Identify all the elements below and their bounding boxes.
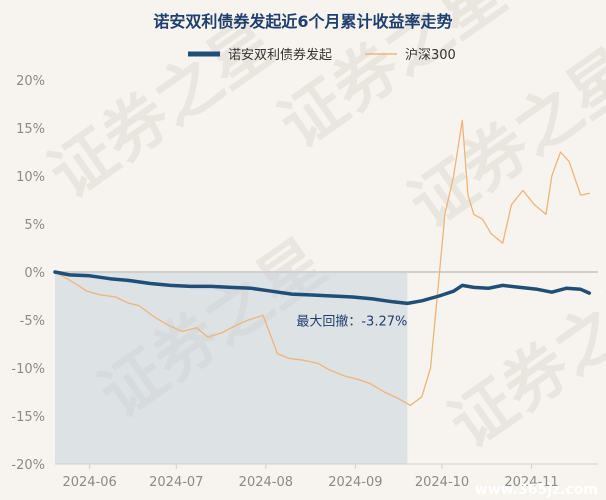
x-tick-label: 2024-11 (504, 475, 558, 490)
y-tick-label: -15% (11, 410, 45, 425)
y-tick-label: 0% (24, 266, 45, 281)
site-watermark: www.365jz.com (475, 482, 598, 498)
x-tick-label: 2024-07 (149, 475, 203, 490)
y-tick-label: -20% (11, 458, 45, 473)
y-tick-label: -5% (20, 314, 45, 329)
drawdown-area (55, 272, 408, 464)
y-tick-label: 5% (24, 218, 45, 233)
series-line-fund (53, 270, 592, 306)
drawdown-label: 最大回撤：-3.27% (296, 313, 407, 329)
x-tick-label: 2024-06 (62, 475, 116, 490)
y-tick-label: 10% (16, 170, 45, 185)
series-line-index (54, 119, 590, 407)
y-tick-label: 20% (16, 74, 45, 89)
y-tick-label: 15% (16, 122, 45, 137)
x-tick-label: 2024-10 (415, 475, 469, 490)
y-tick-label: -10% (11, 362, 45, 377)
x-tick-label: 2024-08 (239, 475, 293, 490)
legend-label-fund: 诺安双利债券发起 (228, 47, 332, 63)
watermark-text: 证券之星 (37, 6, 289, 213)
legend: 诺安双利债券发起 沪深300 (188, 47, 456, 63)
legend-label-index: 沪深300 (405, 47, 456, 63)
chart-title: 诺安双利债券发起近6个月累计收益率走势 (153, 12, 452, 31)
x-tick-label: 2024-09 (328, 475, 382, 490)
